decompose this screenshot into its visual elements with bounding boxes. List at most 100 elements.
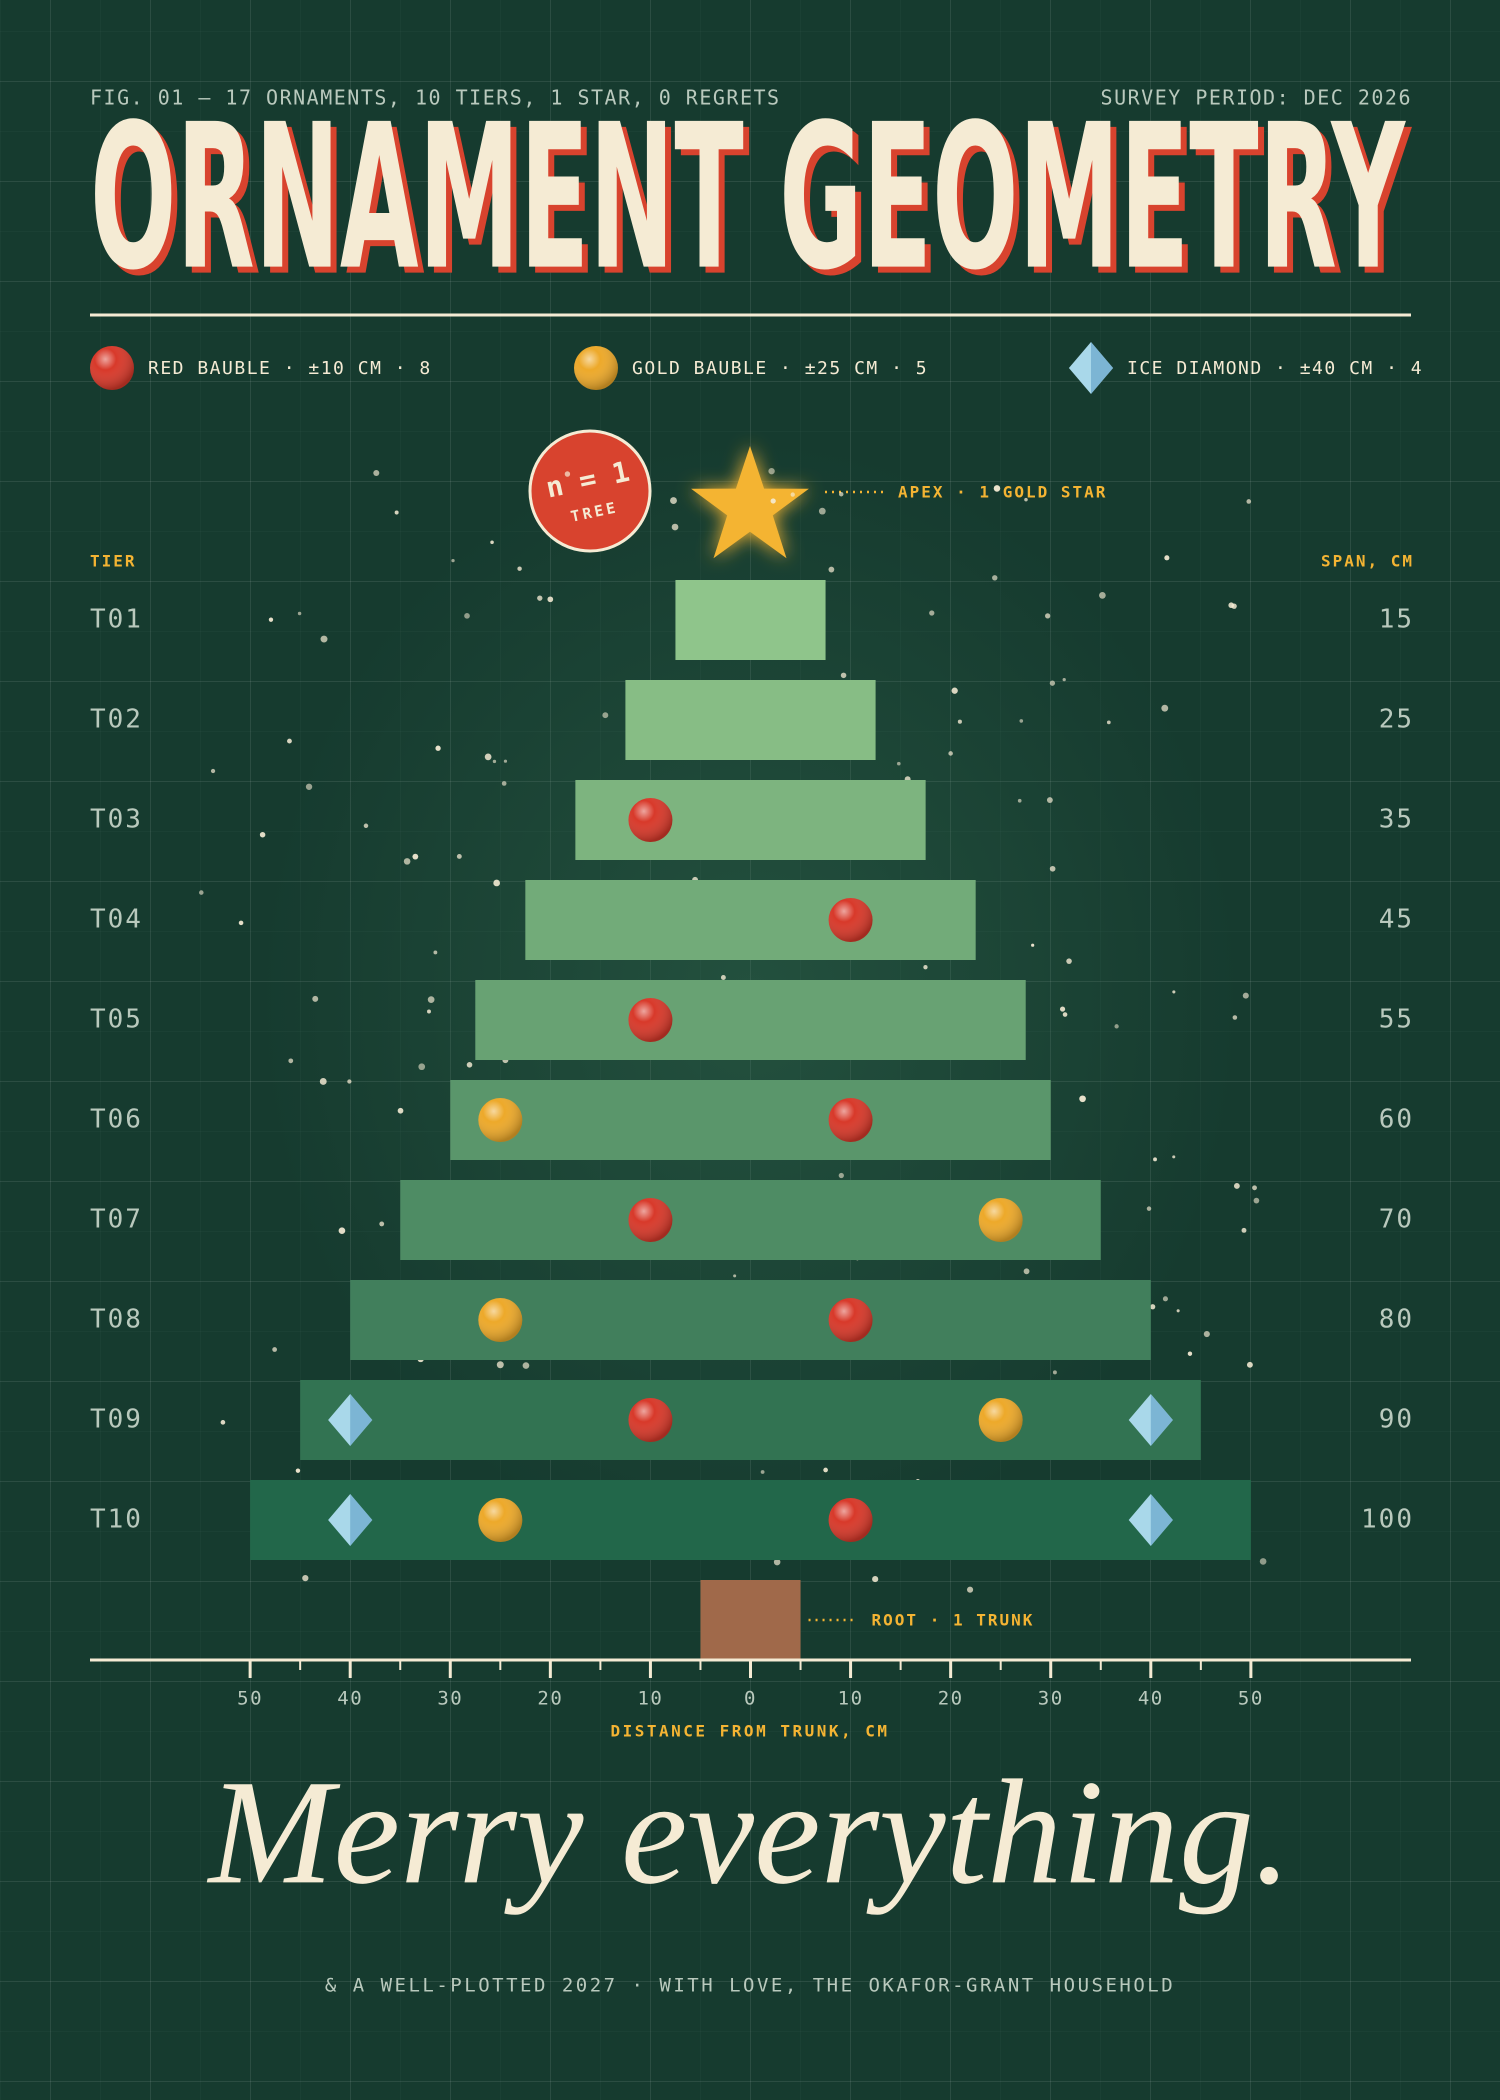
snowflake bbox=[1162, 1296, 1168, 1302]
snowflake bbox=[517, 566, 522, 571]
diamond-shade bbox=[1150, 1394, 1173, 1446]
snowflake bbox=[790, 492, 795, 497]
legend-label: GOLD BAUBLE · ±25 CM · 5 bbox=[632, 358, 928, 379]
snowflake bbox=[1242, 992, 1249, 999]
snowflake bbox=[1150, 1304, 1156, 1310]
snowflake bbox=[768, 467, 775, 475]
snowflake bbox=[496, 1361, 504, 1369]
snowflake bbox=[1046, 797, 1053, 803]
snowflake bbox=[1246, 499, 1252, 504]
x-tick-label: 10 bbox=[637, 1688, 663, 1710]
tier-label: T01 bbox=[90, 605, 143, 635]
bauble-shine bbox=[828, 1098, 873, 1142]
legend-marker bbox=[1068, 342, 1114, 394]
ornament bbox=[328, 1494, 373, 1546]
star bbox=[691, 446, 809, 559]
bauble-shine bbox=[978, 1398, 1023, 1442]
legend-label: RED BAUBLE · ±10 CM · 8 bbox=[148, 358, 432, 379]
snowflake bbox=[427, 1009, 431, 1014]
snowflake bbox=[1187, 1351, 1193, 1356]
snowflake bbox=[259, 831, 266, 838]
snowflake bbox=[1172, 990, 1176, 994]
snowflake bbox=[1049, 680, 1056, 686]
snowflake bbox=[394, 510, 399, 515]
snowflake bbox=[923, 965, 928, 970]
snowflake bbox=[363, 823, 369, 829]
title-shadow: ORNAMENT GEOMETRY bbox=[96, 88, 1412, 321]
snowflake bbox=[220, 1420, 226, 1425]
tier-label: T10 bbox=[90, 1505, 143, 1535]
bauble-shine bbox=[978, 1198, 1023, 1242]
snowflake bbox=[1017, 798, 1022, 803]
ornament bbox=[328, 1394, 373, 1446]
snowflake bbox=[1024, 497, 1028, 502]
snowflake bbox=[670, 497, 677, 505]
snowflake bbox=[503, 759, 508, 763]
x-tick-label: 10 bbox=[838, 1688, 864, 1710]
snowflake bbox=[948, 751, 953, 756]
ornament bbox=[478, 1298, 523, 1342]
category-header: TIER bbox=[90, 552, 137, 571]
snowflake bbox=[1228, 602, 1235, 609]
tier-label: T04 bbox=[90, 905, 143, 935]
span-label: 35 bbox=[1379, 805, 1414, 835]
snowflake bbox=[305, 783, 313, 790]
snowflake bbox=[564, 471, 571, 477]
tier-bar bbox=[300, 1380, 1201, 1460]
diamond-shade bbox=[350, 1394, 373, 1446]
x-tick-label: 50 bbox=[237, 1688, 263, 1710]
snowflake bbox=[733, 1274, 737, 1278]
bauble-shine bbox=[628, 1198, 673, 1242]
snowflake bbox=[1241, 1227, 1247, 1233]
snowflake bbox=[319, 1078, 327, 1085]
ornament bbox=[628, 998, 673, 1042]
snowflake bbox=[493, 879, 501, 887]
ornament bbox=[628, 798, 673, 842]
tier-bar bbox=[450, 1080, 1051, 1160]
footer-title: Merry everything. bbox=[207, 1749, 1292, 1915]
snowflake bbox=[1252, 1185, 1257, 1191]
span-label: 15 bbox=[1379, 605, 1414, 635]
snowflake bbox=[287, 738, 292, 744]
snowflake bbox=[547, 596, 554, 603]
x-tick-label: 50 bbox=[1238, 1688, 1264, 1710]
snowflake bbox=[1203, 1330, 1210, 1338]
snowflake bbox=[1019, 719, 1024, 723]
ornament bbox=[1128, 1394, 1173, 1446]
ornament bbox=[978, 1198, 1023, 1242]
snowflake bbox=[1176, 1309, 1180, 1313]
x-tick-label: 40 bbox=[337, 1688, 363, 1710]
snowflake bbox=[379, 1221, 385, 1227]
bauble-shine bbox=[628, 998, 673, 1042]
snowflake bbox=[1246, 1361, 1253, 1368]
snowflake bbox=[872, 1576, 879, 1583]
snowflake bbox=[403, 858, 411, 865]
snowflake bbox=[1052, 1370, 1057, 1375]
snowflake bbox=[828, 566, 835, 573]
snowflake bbox=[1153, 1157, 1157, 1162]
ornament bbox=[978, 1398, 1023, 1442]
snowflake bbox=[199, 890, 204, 895]
diamond-shade bbox=[350, 1494, 373, 1546]
snowflake bbox=[435, 745, 441, 751]
bauble-shine bbox=[574, 346, 618, 390]
snowflake bbox=[433, 950, 438, 955]
snowflake bbox=[320, 635, 328, 643]
ornament bbox=[828, 898, 873, 942]
tier-bar bbox=[575, 780, 926, 860]
snowflake bbox=[537, 595, 543, 601]
ornament bbox=[828, 1098, 873, 1142]
ornament bbox=[1128, 1494, 1173, 1546]
snowflake bbox=[1253, 1197, 1260, 1204]
tier-label: T09 bbox=[90, 1405, 143, 1435]
tier-label: T03 bbox=[90, 805, 143, 835]
snowflake bbox=[838, 1172, 844, 1179]
snowflake bbox=[451, 558, 455, 563]
bauble-shine bbox=[628, 1398, 673, 1442]
x-tick-label: 30 bbox=[1038, 1688, 1064, 1710]
snowflake bbox=[501, 781, 507, 786]
snowflake bbox=[1031, 943, 1035, 947]
snowflake bbox=[490, 540, 494, 545]
snowflake bbox=[484, 753, 492, 761]
